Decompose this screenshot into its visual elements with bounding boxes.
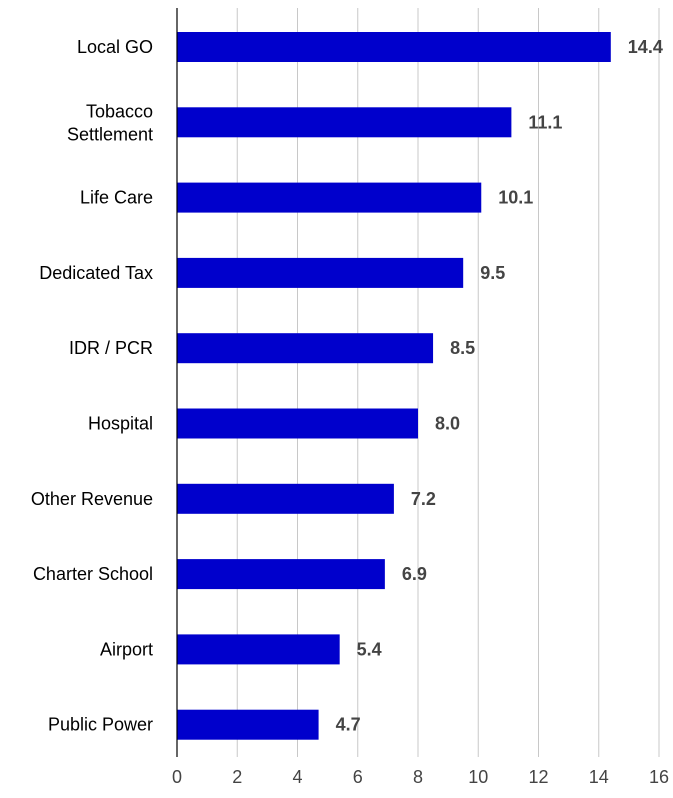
value-label: 11.1 <box>528 112 562 132</box>
value-label: 6.9 <box>402 564 427 584</box>
value-label: 9.5 <box>480 263 505 283</box>
bars <box>177 32 611 740</box>
category-label: Dedicated Tax <box>39 263 153 283</box>
category-label: Other Revenue <box>31 489 153 509</box>
category-label: Charter School <box>33 564 153 584</box>
category-labels: Local GO Tobacco Settlement Life Care Dedica… <box>31 37 153 735</box>
bar <box>177 483 394 514</box>
bar <box>177 257 464 288</box>
bar <box>177 32 611 62</box>
x-tick-label: 6 <box>353 767 363 787</box>
category-label: IDR / PCR <box>69 338 153 358</box>
value-label: 4.7 <box>336 715 361 735</box>
bar <box>177 709 319 740</box>
bar <box>177 559 385 590</box>
x-tick-label: 0 <box>172 767 182 787</box>
category-label: Tobacco Settlement <box>67 101 153 144</box>
x-tick-label: 10 <box>468 767 488 787</box>
x-tick-labels: 0 2 4 6 8 10 12 14 16 <box>172 767 669 787</box>
value-label: 5.4 <box>357 639 382 659</box>
x-tick-label: 4 <box>292 767 302 787</box>
category-label-line: Settlement <box>67 124 153 144</box>
category-label: Local GO <box>77 37 153 57</box>
x-tick-label: 2 <box>232 767 242 787</box>
value-label: 8.0 <box>435 414 460 434</box>
x-tick-label: 12 <box>528 767 548 787</box>
x-tick-label: 14 <box>589 767 609 787</box>
category-label: Airport <box>100 639 153 659</box>
value-label: 10.1 <box>498 188 533 208</box>
value-label: 8.5 <box>450 338 475 358</box>
category-label: Public Power <box>48 715 153 735</box>
bar <box>177 107 512 138</box>
bar <box>177 333 434 364</box>
value-label: 7.2 <box>411 489 436 509</box>
x-tick-label: 8 <box>413 767 423 787</box>
bar <box>177 408 418 439</box>
category-label: Life Care <box>80 188 153 208</box>
category-label-line: Tobacco <box>86 101 153 121</box>
value-label: 14.4 <box>628 37 663 57</box>
x-tick-label: 16 <box>649 767 669 787</box>
value-labels: 14.4 11.1 10.1 9.5 8.5 8.0 7.2 6.9 5.4 4.7 <box>336 37 663 735</box>
bar <box>177 634 340 665</box>
category-label: Hospital <box>88 414 153 434</box>
bar <box>177 182 482 213</box>
